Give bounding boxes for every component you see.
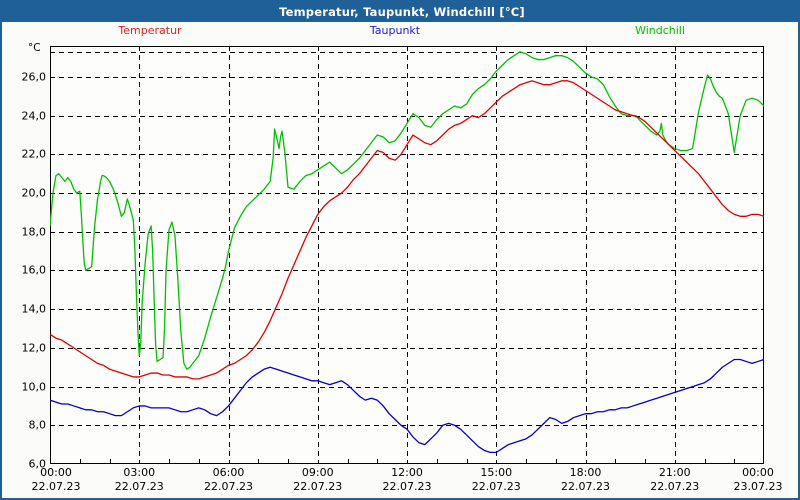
y-axis-tick-label: 6,0 [28, 457, 47, 471]
y-axis-tick-label: 22,0 [21, 147, 47, 161]
x-axis-tick-label: 21:00 22.07.23 [650, 466, 699, 494]
y-axis-tick-label: 20,0 [21, 186, 47, 200]
x-axis-tick-label: 06:00 22.07.23 [204, 466, 253, 494]
x-axis-tick-date: 22.07.23 [471, 480, 521, 493]
x-axis-tick-label: 09:00 22.07.23 [293, 466, 342, 494]
x-axis-labels: 00:00 22.07.23 03:00 22.07.23 06:00 22.07.23 0… [2, 466, 798, 498]
legend-item-dewpoint: Taupunkt [369, 24, 421, 37]
x-axis-tick-time: 18:00 [569, 466, 602, 479]
y-axis-tick-label: 10,0 [21, 380, 47, 394]
y-axis-tick-label: 16,0 [21, 263, 47, 277]
x-axis-tick-date: 22.07.23 [31, 480, 81, 493]
x-axis-tick-label: 00:00 23.07.23 [734, 466, 783, 494]
x-axis-tick-date: 22.07.23 [114, 480, 164, 493]
x-axis-tick-date: 23.07.23 [733, 480, 783, 493]
plot-area [50, 46, 764, 464]
y-axis-tick-label: 24,0 [21, 109, 47, 123]
x-axis-tick-date: 22.07.23 [561, 480, 610, 493]
x-axis-tick-date: 22.07.23 [293, 480, 343, 493]
chart-legend: Temperatur Taupunkt Windchill [50, 24, 764, 41]
series-line-temperatur [50, 80, 764, 380]
y-axis-unit-label: °C [28, 42, 41, 54]
x-axis-tick-time: 06:00 [212, 466, 245, 479]
legend-item-windchill: Windchill [635, 24, 685, 37]
x-axis-tick-date: 22.07.23 [204, 480, 253, 493]
series-line-taupunkt [50, 358, 764, 454]
x-axis-tick-label: 15:00 22.07.23 [472, 466, 521, 494]
x-axis-tick-time: 21:00 [658, 466, 691, 479]
x-axis-tick-label: 12:00 22.07.23 [383, 466, 432, 494]
y-axis-tick-label: 18,0 [21, 225, 47, 239]
x-axis-tick-time: 00:00 [742, 466, 774, 479]
y-axis-tick-label: 26,0 [21, 70, 47, 84]
window-title: Temperatur, Taupunkt, Windchill [°C] [279, 5, 525, 19]
x-axis-tick-date: 22.07.23 [382, 480, 432, 493]
legend-item-temperature: Temperatur [118, 24, 182, 37]
y-axis-tick-label: 12,0 [21, 341, 47, 355]
x-axis-tick-date: 22.07.23 [650, 480, 700, 493]
y-axis-tick-label: 14,0 [21, 302, 47, 316]
x-axis-tick-label: 18:00 22.07.23 [561, 466, 610, 494]
x-axis-tick-time: 03:00 [123, 466, 156, 479]
x-axis-tick-label: 03:00 22.07.23 [115, 466, 164, 494]
x-axis-tick-time: 12:00 [391, 466, 423, 479]
x-axis-tick-time: 09:00 [301, 466, 334, 479]
x-axis-tick-label: 00:00 22.07.23 [32, 466, 81, 494]
x-axis-tick-time: 15:00 [480, 466, 513, 479]
y-axis-labels: 6,0 8,0 10,0 12,0 14,0 16,0 18,0 20,0 22,0 24,0 26… [2, 2, 47, 498]
x-axis-tick-time: 00:00 [40, 466, 72, 479]
y-axis-tick-label: 8,0 [28, 418, 47, 432]
window-title-bar: Temperatur, Taupunkt, Windchill [°C] [2, 2, 798, 22]
